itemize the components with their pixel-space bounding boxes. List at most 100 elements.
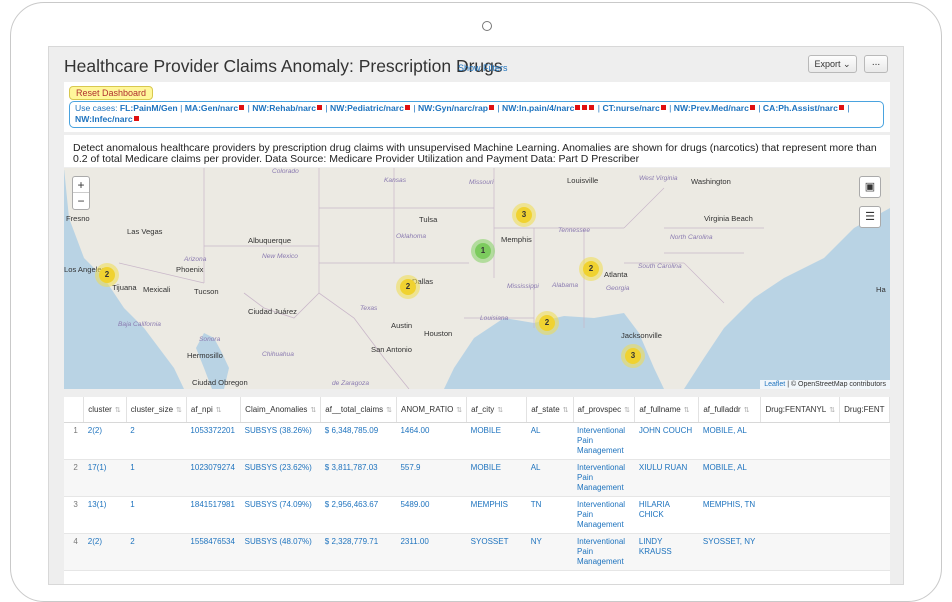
- cell-total-claims[interactable]: $ 3,811,787.03: [320, 459, 397, 497]
- leaflet-link[interactable]: Leaflet: [764, 381, 786, 388]
- column-header[interactable]: ANOM_RATIO ⇅: [396, 397, 468, 423]
- column-header[interactable]: cluster_size ⇅: [126, 397, 187, 423]
- cell-provspec[interactable]: Interventional Pain Management: [573, 459, 635, 497]
- cell-city[interactable]: MEMPHIS: [466, 496, 527, 534]
- cell-cluster-size[interactable]: 1: [126, 496, 187, 534]
- cell-city[interactable]: MOBILE: [466, 422, 527, 460]
- cell-state[interactable]: AL: [526, 422, 574, 460]
- cell-fullname[interactable]: XIULU RUAN: [634, 459, 699, 497]
- cell-provspec[interactable]: Interventional Pain Management: [573, 496, 635, 534]
- column-header[interactable]: cluster ⇅: [83, 397, 127, 423]
- row-number: 1: [64, 422, 84, 460]
- cell-anom-ratio[interactable]: 2311.00: [396, 533, 467, 571]
- cell-fentanyl[interactable]: [760, 422, 840, 460]
- cell-anom-ratio[interactable]: 1464.00: [396, 422, 467, 460]
- cell-total-claims[interactable]: $ 2,956,463.67: [320, 496, 397, 534]
- table-row[interactable]: 4 2(2) 2 1558476534 SUBSYS (48.07%) $ 2,…: [64, 533, 890, 571]
- column-header[interactable]: af_state ⇅: [526, 397, 574, 423]
- cell-cluster-size[interactable]: 2: [126, 422, 187, 460]
- cell-fentanyl[interactable]: [760, 496, 840, 534]
- cell-total-claims[interactable]: $ 2,328,779.71: [320, 533, 397, 571]
- column-header[interactable]: af_fulladdr ⇅: [698, 397, 762, 423]
- map-cluster-marker[interactable]: 1: [471, 239, 495, 263]
- map-cluster-marker[interactable]: 2: [396, 275, 420, 299]
- fullscreen-button[interactable]: ▣: [859, 176, 881, 198]
- usecase-link[interactable]: NW:Rehab/narc: [252, 103, 317, 113]
- cell-cluster-size[interactable]: 1: [126, 459, 187, 497]
- cell-npi[interactable]: 1053372201: [186, 422, 241, 460]
- cell-fulladdr[interactable]: MOBILE, AL: [698, 459, 761, 497]
- map-cluster-marker[interactable]: 3: [621, 344, 645, 368]
- cell-state[interactable]: AL: [526, 459, 574, 497]
- cell-cluster[interactable]: 2(2): [83, 422, 127, 460]
- cell-cluster[interactable]: 13(1): [83, 496, 127, 534]
- usecase-link[interactable]: NW:In.pain/4/narc: [502, 103, 575, 113]
- map-cluster-marker[interactable]: 2: [535, 311, 559, 335]
- cell-city[interactable]: SYOSSET: [466, 533, 527, 571]
- cell-state[interactable]: NY: [526, 533, 574, 571]
- cell-fulladdr[interactable]: SYOSSET, NY: [698, 533, 761, 571]
- usecase-link[interactable]: NW:Infec/narc: [75, 114, 133, 124]
- usecase-link[interactable]: CA:Ph.Assist/narc: [762, 103, 838, 113]
- cell-fulladdr[interactable]: MOBILE, AL: [698, 422, 761, 460]
- cell-npi[interactable]: 1558476534: [186, 533, 241, 571]
- cell-npi[interactable]: 1841517981: [186, 496, 241, 534]
- filters-panel: Reset Dashboard Use cases: FL:PainM/Gen …: [64, 82, 890, 132]
- cell-fentanyl[interactable]: [760, 533, 840, 571]
- layers-button[interactable]: ☰: [859, 206, 881, 228]
- column-header[interactable]: Claim_Anomalies ⇅: [240, 397, 322, 423]
- cell-claim-anomalies[interactable]: SUBSYS (74.09%): [240, 496, 321, 534]
- usecase-link[interactable]: NW:Pediatric/narc: [330, 103, 404, 113]
- cell-state[interactable]: TN: [526, 496, 574, 534]
- cell-provspec[interactable]: Interventional Pain Management: [573, 422, 635, 460]
- column-header[interactable]: af_provspec ⇅: [573, 397, 636, 423]
- sort-icon: ⇅: [176, 406, 182, 414]
- map-label: North Carolina: [670, 234, 713, 241]
- column-header[interactable]: Drug:FENT: [839, 397, 890, 423]
- cell-fullname[interactable]: LINDY KRAUSS: [634, 533, 699, 571]
- zoom-out-button[interactable]: −: [77, 194, 85, 208]
- cell-fent[interactable]: [839, 533, 890, 571]
- cell-total-claims[interactable]: $ 6,348,785.09: [320, 422, 397, 460]
- table-row[interactable]: 3 13(1) 1 1841517981 SUBSYS (74.09%) $ 2…: [64, 496, 890, 534]
- cell-claim-anomalies[interactable]: SUBSYS (23.62%): [240, 459, 321, 497]
- cell-claim-anomalies[interactable]: SUBSYS (38.26%): [240, 422, 321, 460]
- cell-claim-anomalies[interactable]: SUBSYS (48.07%): [240, 533, 321, 571]
- column-header[interactable]: Drug:FENTANYL ⇅: [760, 397, 841, 423]
- reset-dashboard-button[interactable]: Reset Dashboard: [69, 86, 154, 100]
- cell-fullname[interactable]: HILARIA CHICK: [634, 496, 699, 534]
- table-row[interactable]: 1 2(2) 2 1053372201 SUBSYS (38.26%) $ 6,…: [64, 422, 890, 460]
- cell-fulladdr[interactable]: MEMPHIS, TN: [698, 496, 761, 534]
- table-row[interactable]: 2 17(1) 1 1023079274 SUBSYS (23.62%) $ 3…: [64, 459, 890, 497]
- column-header[interactable]: af__total_claims ⇅: [320, 397, 397, 423]
- usecase-link[interactable]: FL:PainM/Gen: [119, 103, 178, 113]
- map-cluster-marker[interactable]: 2: [95, 263, 119, 287]
- more-options-button[interactable]: ...: [864, 55, 888, 73]
- usecase-link[interactable]: CT:nurse/narc: [602, 103, 660, 113]
- cell-npi[interactable]: 1023079274: [186, 459, 241, 497]
- cell-anom-ratio[interactable]: 557.9: [396, 459, 467, 497]
- column-header[interactable]: af_city ⇅: [466, 397, 528, 423]
- usecase-link[interactable]: NW:Gyn/narc/rap: [417, 103, 488, 113]
- zoom-in-button[interactable]: +: [73, 177, 89, 193]
- usecase-link[interactable]: NW:Prev.Med/narc: [673, 103, 749, 113]
- column-header[interactable]: af_fullname ⇅: [634, 397, 700, 423]
- cell-fullname[interactable]: JOHN COUCH: [634, 422, 699, 460]
- cell-cluster-size[interactable]: 2: [126, 533, 187, 571]
- export-button[interactable]: Export ⌄: [808, 55, 857, 73]
- cell-fent[interactable]: [839, 422, 890, 460]
- cell-cluster[interactable]: 2(2): [83, 533, 127, 571]
- usecase-link[interactable]: MA:Gen/narc: [184, 103, 239, 113]
- column-header[interactable]: af_npi ⇅: [186, 397, 242, 423]
- cell-provspec[interactable]: Interventional Pain Management: [573, 533, 635, 571]
- map-cluster-marker[interactable]: 3: [512, 203, 536, 227]
- map-cluster-marker[interactable]: 2: [579, 257, 603, 281]
- cell-anom-ratio[interactable]: 5489.00: [396, 496, 467, 534]
- show-filters-link[interactable]: Show Filters: [458, 63, 508, 73]
- map-view[interactable]: Colorado Kansas Missouri Louisville West…: [64, 168, 890, 389]
- cell-fent[interactable]: [839, 459, 890, 497]
- cell-fent[interactable]: [839, 496, 890, 534]
- cell-fentanyl[interactable]: [760, 459, 840, 497]
- cell-city[interactable]: MOBILE: [466, 459, 527, 497]
- cell-cluster[interactable]: 17(1): [83, 459, 127, 497]
